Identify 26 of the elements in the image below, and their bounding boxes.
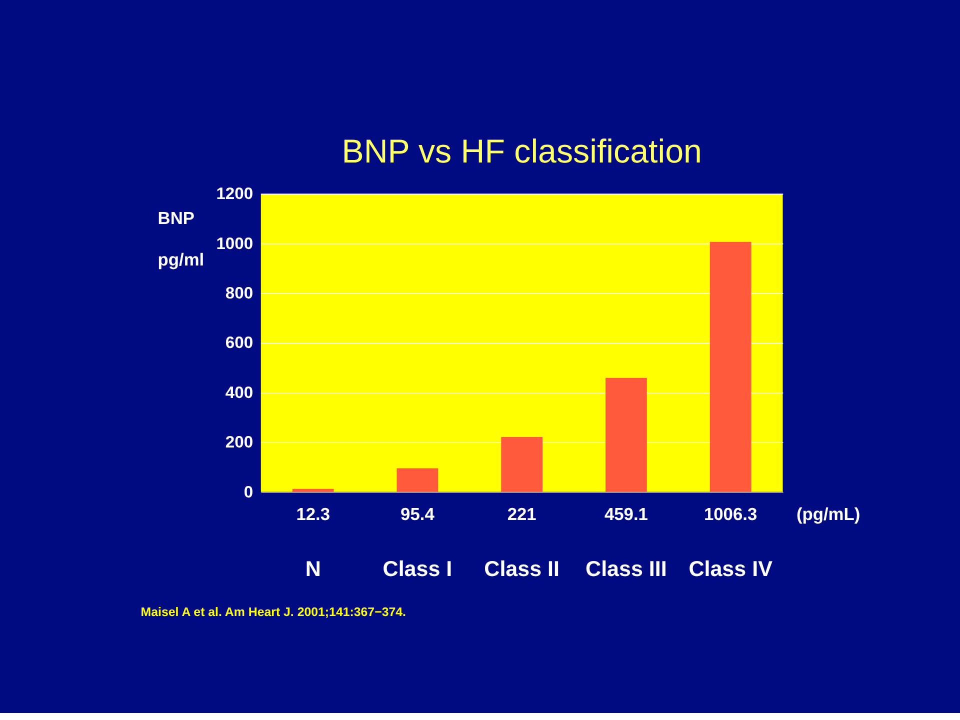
y-tick-label: 1000 (216, 234, 254, 253)
x-tick-label: N (305, 557, 321, 581)
data-label: 12.3 (296, 504, 330, 524)
x-tick-label: Class I (382, 557, 452, 581)
text: Maisel A et al. Am Heart J. 2001;141:367−374. (140, 605, 406, 620)
data-label: 459.1 (604, 504, 648, 524)
y-tick-label: 200 (225, 432, 254, 452)
data-label: 221 (507, 504, 537, 524)
y-tick-label: 0 (244, 482, 254, 502)
y-tick-label: 800 (225, 284, 254, 303)
y-tick-label: 1200 (216, 184, 254, 204)
chart-title: BNP vs HF classification (342, 133, 702, 170)
y-tick-label: 400 (225, 382, 254, 402)
x-tick-label: Class II (484, 557, 560, 581)
bar (292, 488, 334, 492)
data-label: 1006.3 (704, 504, 758, 524)
bar (710, 242, 752, 492)
bar (396, 468, 438, 492)
bar (501, 437, 543, 492)
text: (pg/mL) (796, 504, 860, 524)
x-tick-label: Class IV (688, 557, 774, 581)
x-tick-label: Class III (586, 557, 667, 581)
y-tick-label: 600 (225, 333, 254, 352)
bar (605, 378, 647, 492)
data-label: 95.4 (400, 504, 435, 524)
y-axis-title: BNP pg/ml (158, 208, 204, 270)
